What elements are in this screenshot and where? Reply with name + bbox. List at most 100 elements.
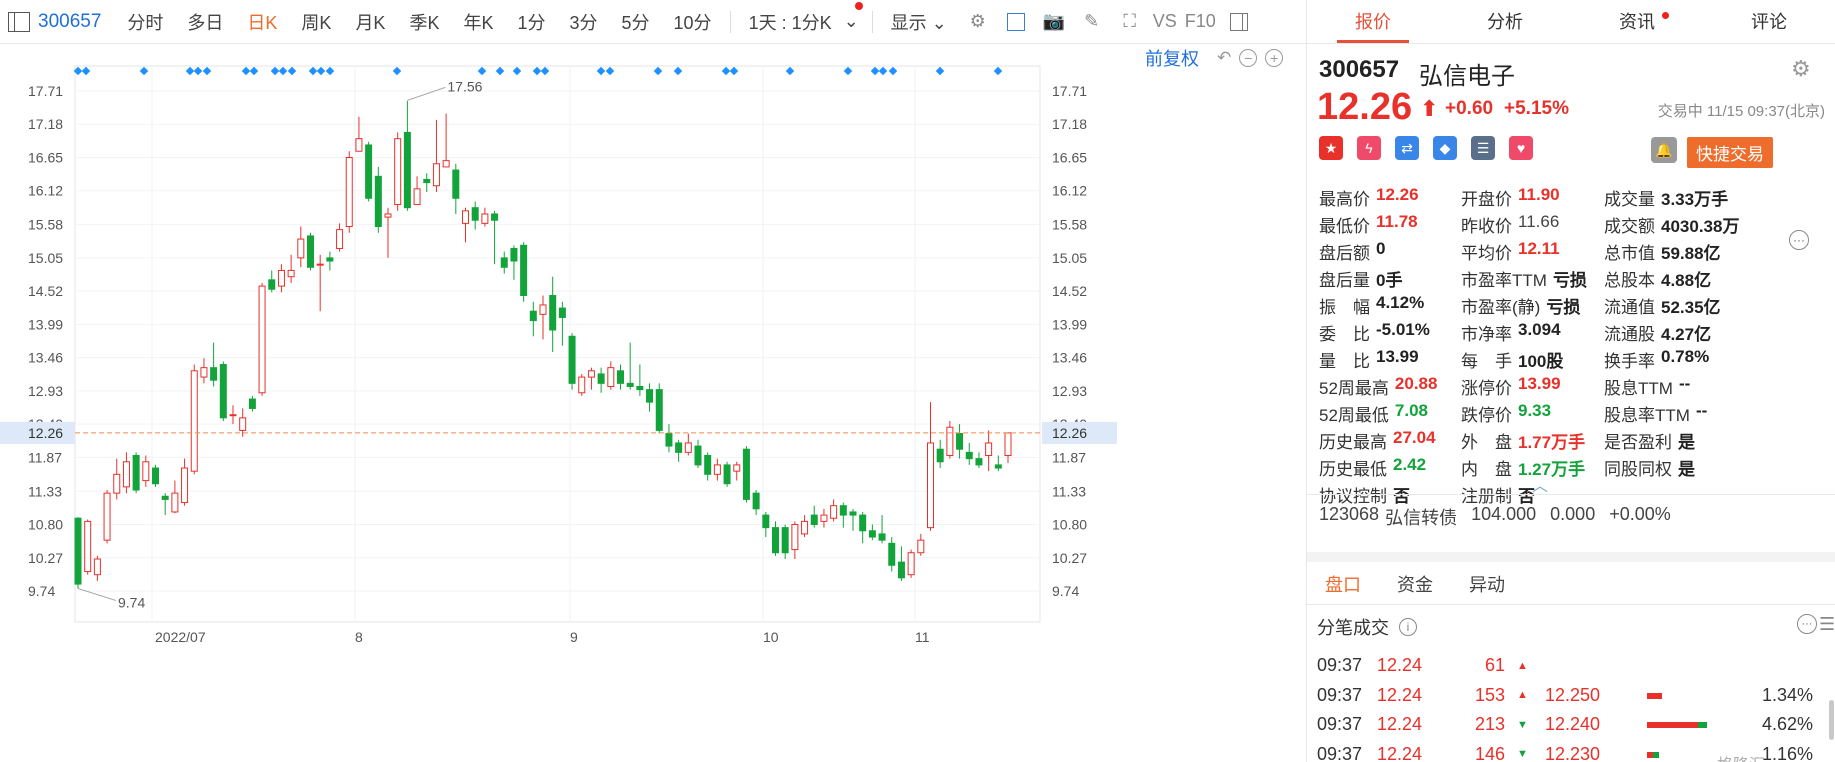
- scrollbar[interactable]: [1829, 700, 1834, 740]
- kline-svg[interactable]: 17.71 17.71 17.18 17.18 16.65 16.65 16.12 16.12…: [0, 44, 1306, 762]
- shuffle-icon[interactable]: ⇄: [1395, 136, 1419, 160]
- period-tab-7[interactable]: 1分: [517, 12, 546, 33]
- price-tick-left: 9.74: [28, 583, 55, 599]
- stat-label: 股息率TTM: [1604, 406, 1690, 425]
- candle-body: [733, 464, 741, 472]
- stat-cell: 同股同权是: [1604, 455, 1747, 480]
- stat-value: 12.26: [1376, 185, 1419, 204]
- settings-gear-icon[interactable]: ⚙: [1791, 56, 1811, 81]
- stat-label: 是否盈利: [1604, 433, 1672, 452]
- period-tab-10[interactable]: 10分: [673, 12, 712, 33]
- dropdown-icon[interactable]: ⌄: [843, 11, 859, 31]
- period-tab-4[interactable]: 月K: [355, 12, 386, 33]
- period-tab-6[interactable]: 年K: [463, 12, 494, 33]
- price-tick-right: 16.65: [1052, 149, 1087, 165]
- tab-2[interactable]: 资讯: [1619, 12, 1655, 32]
- subtab-1[interactable]: 资金: [1397, 575, 1433, 595]
- stat-value: 13.99: [1376, 347, 1419, 366]
- zoom-out-icon[interactable]: −: [1239, 49, 1258, 67]
- collapse-chevron-icon[interactable]: ︿: [1532, 478, 1549, 495]
- divider: [1307, 604, 1835, 605]
- subtab-2[interactable]: 异动: [1469, 575, 1505, 595]
- price-tick-right: 10.27: [1052, 550, 1087, 566]
- flash-icon[interactable]: ϟ: [1357, 136, 1381, 160]
- low-annotation: 9.74: [118, 594, 145, 610]
- event-marker-icon: [596, 66, 606, 76]
- more-icon[interactable]: ···: [1789, 230, 1809, 250]
- zoom-in-icon[interactable]: +: [1265, 49, 1284, 67]
- stat-value: 11.66: [1518, 212, 1560, 231]
- stat-cell: 跌停价 9.33: [1461, 401, 1604, 426]
- stats-row: 52周最低 7.08 跌停价 9.33 股息率TTM --: [1319, 400, 1829, 427]
- subtab-0[interactable]: 盘口: [1325, 575, 1361, 595]
- heart-icon[interactable]: ♥: [1509, 136, 1533, 160]
- stat-label: 流通股: [1604, 325, 1655, 344]
- period-tab-11[interactable]: 1天 : 1分K: [748, 12, 832, 33]
- period-tab-8[interactable]: 3分: [569, 12, 598, 33]
- bell-icon[interactable]: 🔔: [1651, 137, 1677, 163]
- candle-body: [219, 364, 227, 419]
- event-marker-icon: [888, 66, 898, 76]
- candle-body: [539, 304, 547, 315]
- divider: [729, 10, 731, 33]
- candle-body: [462, 210, 469, 224]
- stat-value: --: [1695, 401, 1708, 420]
- stat-cell: 总股本 4.88亿: [1604, 266, 1747, 291]
- stats-row: 盘后量 0手 市盈率TTM 亏损 总股本 4.88亿: [1319, 265, 1829, 292]
- quick-trade-button[interactable]: 快捷交易: [1687, 137, 1773, 168]
- tag-icon[interactable]: ◆: [1433, 136, 1457, 160]
- stat-value: 亏损: [1552, 271, 1587, 290]
- candle-body: [345, 156, 353, 228]
- stat-value: -5.01%: [1376, 320, 1430, 339]
- candle-body: [742, 448, 750, 500]
- fullscreen-icon[interactable]: ⛶: [1123, 11, 1136, 31]
- price-tick-left: 16.65: [28, 149, 63, 165]
- period-tab-2[interactable]: 日K: [247, 12, 278, 33]
- f10-button[interactable]: F10: [1184, 11, 1216, 31]
- sidebar-toggle-icon[interactable]: [8, 11, 30, 32]
- settings-gear-icon[interactable]: ⚙: [969, 11, 986, 31]
- candle-body: [694, 445, 702, 466]
- list-view-icon[interactable]: ☰: [1819, 614, 1835, 634]
- candle-body: [122, 461, 130, 488]
- candle-body: [946, 426, 954, 456]
- adjust-mode-button[interactable]: 前复权: [1145, 49, 1199, 69]
- period-tab-0[interactable]: 分时: [127, 12, 164, 33]
- bond-pct: +0.00%: [1609, 504, 1671, 524]
- info-icon[interactable]: i: [1399, 618, 1417, 636]
- tab-3[interactable]: 评论: [1751, 12, 1787, 32]
- tab-0[interactable]: 报价: [1307, 0, 1439, 43]
- stat-cell: 市净率 3.094: [1461, 320, 1604, 345]
- event-marker-icon: [605, 66, 615, 76]
- chart-toolbar: 300657 分时 多日 日K 周K 月K 季K 年K 1分 3分 5分 10分 1天 : 1分K ⌄…: [0, 0, 1306, 44]
- candle-body: [1004, 432, 1012, 456]
- candle-body: [994, 464, 1002, 469]
- event-marker-icon: [729, 66, 739, 76]
- event-marker-icon: [185, 66, 195, 76]
- camera-icon[interactable]: 📷: [1042, 11, 1065, 31]
- note-icon[interactable]: ☰: [1471, 136, 1495, 160]
- frame-select-icon[interactable]: [1004, 10, 1028, 34]
- price-tick-right: 12.93: [1052, 383, 1087, 399]
- period-tab-5[interactable]: 季K: [409, 12, 440, 33]
- event-marker-icon: [81, 66, 91, 76]
- convertible-bond-row[interactable]: 123068 弘信转债 104.000 0.000 +0.00%: [1319, 504, 1671, 530]
- more-icon[interactable]: ···: [1797, 614, 1817, 634]
- candle-body: [655, 389, 663, 431]
- candlestick-chart[interactable]: 17.71 17.71 17.18 17.18 16.65 16.65 16.12 16.12…: [0, 44, 1306, 762]
- event-marker-icon: [241, 66, 251, 76]
- stock-code[interactable]: 300657: [38, 10, 102, 32]
- low-annotation-line: [77, 588, 117, 601]
- panel-toggle-icon[interactable]: [1227, 10, 1251, 34]
- period-tab-1[interactable]: 多日: [187, 12, 224, 33]
- candle-body: [510, 247, 518, 262]
- tab-1[interactable]: 分析: [1487, 12, 1523, 32]
- candle-body: [248, 398, 256, 409]
- period-tab-3[interactable]: 周K: [301, 12, 332, 33]
- draw-pencil-icon[interactable]: ✎: [1084, 11, 1100, 31]
- undo-icon[interactable]: ↶: [1217, 48, 1232, 67]
- period-tab-9[interactable]: 5分: [621, 12, 650, 33]
- compare-vs-button[interactable]: VS: [1152, 11, 1177, 31]
- display-menu[interactable]: 显示 ⌄: [890, 12, 947, 33]
- candle-body: [907, 552, 915, 576]
